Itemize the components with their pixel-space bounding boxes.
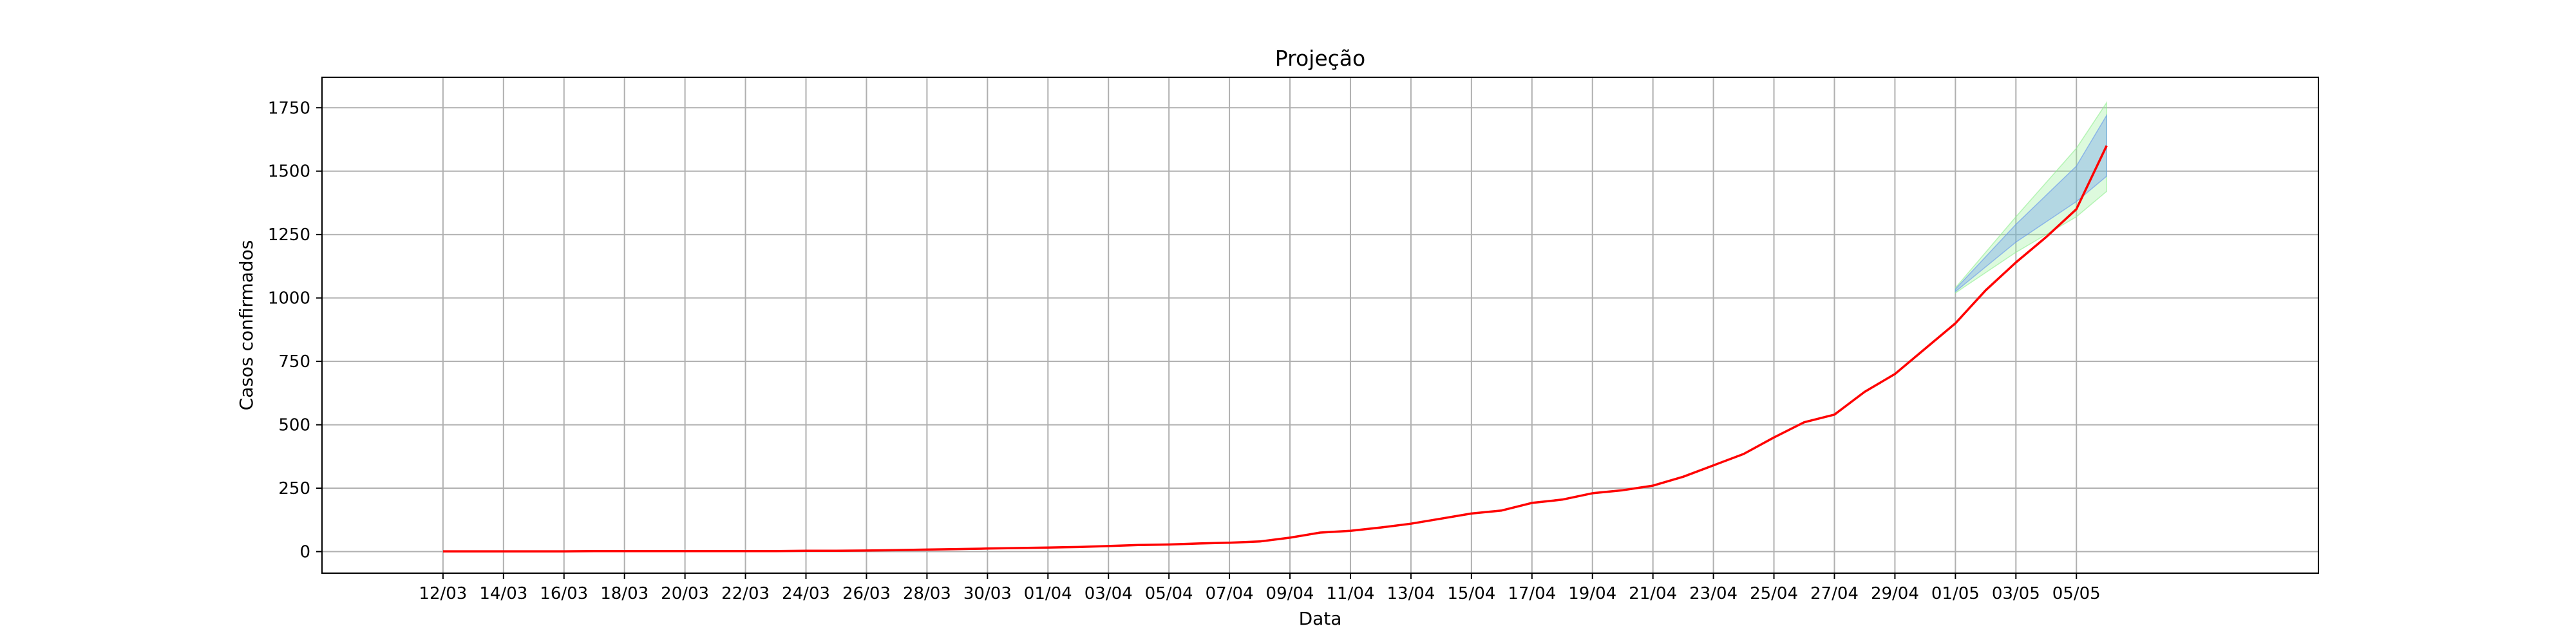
x-tick-label: 11/04 bbox=[1327, 584, 1375, 603]
x-tick-label: 18/03 bbox=[600, 584, 649, 603]
x-tick-label: 28/03 bbox=[903, 584, 951, 603]
series-line-0 bbox=[442, 145, 2108, 553]
plot-frame bbox=[321, 77, 2319, 574]
x-tick-label: 13/04 bbox=[1387, 584, 1435, 603]
y-tick-label: 1750 bbox=[268, 99, 310, 118]
x-tick-label: 03/05 bbox=[1992, 584, 2040, 603]
x-tick-label: 16/03 bbox=[540, 584, 588, 603]
x-tick-label: 03/04 bbox=[1084, 584, 1133, 603]
x-tick-label: 05/04 bbox=[1145, 584, 1193, 603]
x-axis-label: Data bbox=[1299, 608, 1342, 629]
x-tick-label: 09/04 bbox=[1266, 584, 1314, 603]
grid-lines bbox=[322, 77, 2318, 573]
y-axis-ticks: 0 250 500 750 1000 1250 1500 1750 bbox=[268, 99, 322, 562]
x-tick-label: 22/03 bbox=[721, 584, 770, 603]
chart-title: Projeção bbox=[1275, 46, 1365, 71]
y-axis-label: Casos confirmados bbox=[236, 240, 257, 411]
band-0 bbox=[1955, 100, 2107, 294]
y-tick-label: 250 bbox=[278, 479, 310, 498]
x-tick-label: 26/03 bbox=[842, 584, 891, 603]
x-tick-label: 01/05 bbox=[1931, 584, 1980, 603]
x-axis-ticks: 12/03 14/03 16/03 18/03 20/03 22/03 24/03 26/03… bbox=[419, 573, 2101, 603]
x-tick-label: 29/04 bbox=[1871, 584, 1919, 603]
y-tick-label: 0 bbox=[299, 543, 310, 562]
y-tick-label: 1250 bbox=[268, 225, 310, 245]
y-tick-label: 1500 bbox=[268, 162, 310, 182]
band-1 bbox=[1955, 113, 2107, 293]
x-tick-label: 05/05 bbox=[2052, 584, 2101, 603]
x-tick-label: 12/03 bbox=[419, 584, 467, 603]
x-tick-label: 20/03 bbox=[661, 584, 709, 603]
x-tick-label: 15/04 bbox=[1447, 584, 1495, 603]
x-tick-label: 07/04 bbox=[1206, 584, 1254, 603]
x-tick-label: 17/04 bbox=[1508, 584, 1556, 603]
y-tick-label: 750 bbox=[278, 352, 310, 372]
x-tick-label: 24/03 bbox=[782, 584, 830, 603]
x-tick-label: 19/04 bbox=[1568, 584, 1616, 603]
x-tick-label: 21/04 bbox=[1629, 584, 1677, 603]
y-tick-label: 1000 bbox=[268, 289, 310, 308]
confidence-bands bbox=[1955, 100, 2107, 294]
x-tick-label: 01/04 bbox=[1024, 584, 1072, 603]
x-tick-label: 30/03 bbox=[963, 584, 1012, 603]
x-tick-label: 27/04 bbox=[1810, 584, 1859, 603]
x-tick-label: 14/03 bbox=[479, 584, 527, 603]
x-tick-label: 25/04 bbox=[1750, 584, 1798, 603]
series-lines bbox=[442, 145, 2108, 553]
y-tick-label: 500 bbox=[278, 416, 310, 435]
x-tick-label: 23/04 bbox=[1689, 584, 1738, 603]
